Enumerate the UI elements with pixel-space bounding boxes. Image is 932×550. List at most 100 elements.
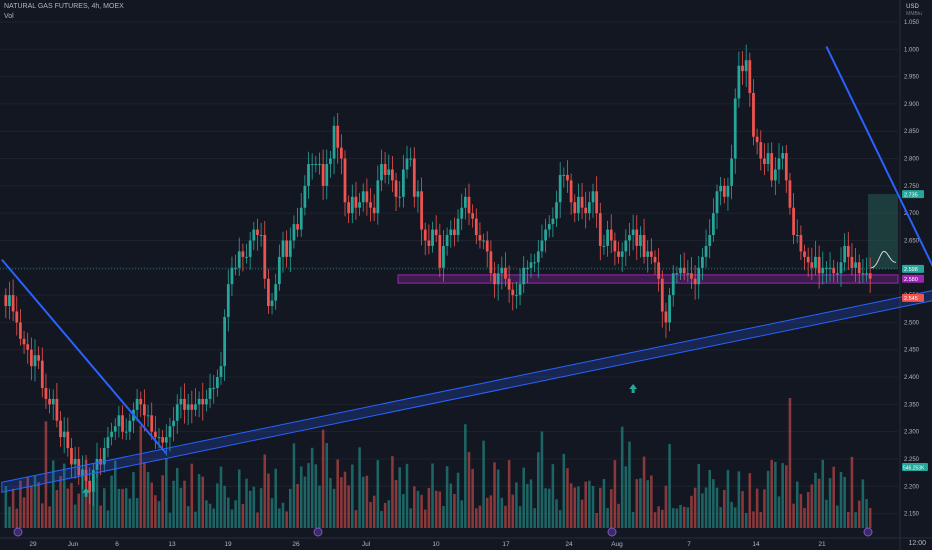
candle-body	[343, 158, 347, 203]
volume-bar	[661, 509, 664, 528]
volume-bar	[431, 463, 434, 528]
volume-bar	[828, 478, 832, 528]
x-tick-label: Jun	[68, 541, 79, 548]
volume-bar	[540, 431, 544, 528]
candle-body	[606, 229, 609, 246]
candle-body	[777, 158, 781, 170]
volume-bar	[442, 506, 445, 528]
candle-body	[237, 251, 241, 268]
candle-body	[504, 267, 507, 279]
volume-bar	[719, 507, 722, 528]
volume-bar	[70, 482, 73, 528]
volume-bar	[733, 507, 737, 528]
candle-body	[825, 267, 828, 269]
x-tick-label: 6	[115, 541, 119, 548]
candle-body	[660, 278, 664, 312]
volume-bar	[307, 463, 310, 528]
candle-body	[536, 251, 540, 263]
volume-bar	[723, 489, 726, 528]
x-tick-label: 7	[687, 541, 691, 548]
volume-bar	[679, 504, 682, 528]
volume-bar	[77, 493, 81, 528]
candle-body	[420, 191, 423, 230]
volume-bar	[230, 509, 234, 528]
candle-body	[157, 437, 161, 439]
candle-body	[445, 235, 449, 246]
volume-bar	[263, 454, 267, 528]
candle-body	[288, 240, 292, 257]
volume-bar	[150, 482, 153, 528]
candle-body	[347, 202, 351, 214]
volume-bar	[212, 508, 215, 528]
volume-bar	[48, 506, 51, 528]
volume-bar	[763, 489, 766, 528]
candle-body	[252, 229, 256, 241]
candle-body	[854, 262, 857, 268]
volume-bar	[146, 471, 150, 528]
volume-bar	[606, 508, 609, 528]
volume-bar	[296, 483, 299, 528]
candle-body	[861, 273, 865, 275]
candle-body	[310, 164, 314, 166]
volume-bar	[857, 500, 861, 528]
candle-body	[846, 245, 850, 257]
volume-bar	[391, 456, 394, 528]
y-tick-label: 2.450	[904, 348, 920, 354]
candle-body	[737, 65, 741, 99]
candle-body	[121, 415, 124, 432]
volume-bar	[62, 463, 66, 528]
candle-body	[759, 142, 763, 159]
volume-bar	[110, 475, 113, 528]
candle-body	[474, 218, 478, 236]
support-zone	[397, 274, 899, 284]
candle-body	[361, 191, 365, 203]
candle-body	[741, 65, 744, 72]
volume-bar	[336, 459, 339, 528]
volume-bar	[103, 488, 106, 528]
y-tick-label: 2.400	[904, 375, 920, 381]
candle-body	[332, 125, 336, 159]
volume-bar	[325, 443, 329, 528]
volume-bar	[573, 487, 577, 528]
candle-body	[784, 153, 788, 181]
x-tick-label: 14	[752, 541, 760, 548]
currency-selector[interactable]: USD MMBtu	[906, 4, 922, 17]
candle-body	[329, 158, 332, 165]
volume-bar	[332, 488, 336, 528]
candle-body	[256, 229, 259, 236]
candle-body	[453, 229, 456, 236]
candle-body	[547, 224, 551, 230]
y-tick-label: 2.500	[904, 320, 920, 326]
candle-body	[219, 366, 223, 378]
volume-bar	[394, 480, 398, 528]
price-tag	[902, 190, 924, 199]
candle-body	[350, 196, 354, 214]
candle-body	[4, 295, 8, 307]
volume-bar	[26, 476, 29, 528]
candle-body	[744, 60, 748, 72]
volume-bar	[143, 462, 146, 528]
volume-bar	[595, 512, 598, 528]
candle-body	[234, 267, 237, 269]
volume-tag-label: 546.253K	[903, 465, 925, 471]
candle-body	[314, 164, 318, 166]
candle-body	[318, 164, 321, 166]
volume-bar	[562, 453, 566, 528]
volume-bar	[37, 482, 40, 528]
candle-body	[358, 202, 361, 208]
candle-body	[755, 136, 759, 143]
volume-bar	[15, 508, 19, 528]
volume-bar	[340, 477, 343, 528]
candle-body	[595, 191, 599, 214]
volume-bar	[653, 512, 657, 528]
volume-bar	[121, 488, 124, 528]
candle-body	[248, 240, 252, 257]
volume-bar	[456, 472, 460, 528]
chart-legend: NATURAL GAS FUTURES, 4h, MOEX Vol	[4, 3, 124, 20]
candle-body	[573, 202, 577, 214]
volume-bar	[464, 424, 467, 528]
volume-bar	[59, 476, 62, 528]
candle-body	[48, 398, 51, 405]
volume-bar	[299, 466, 303, 528]
